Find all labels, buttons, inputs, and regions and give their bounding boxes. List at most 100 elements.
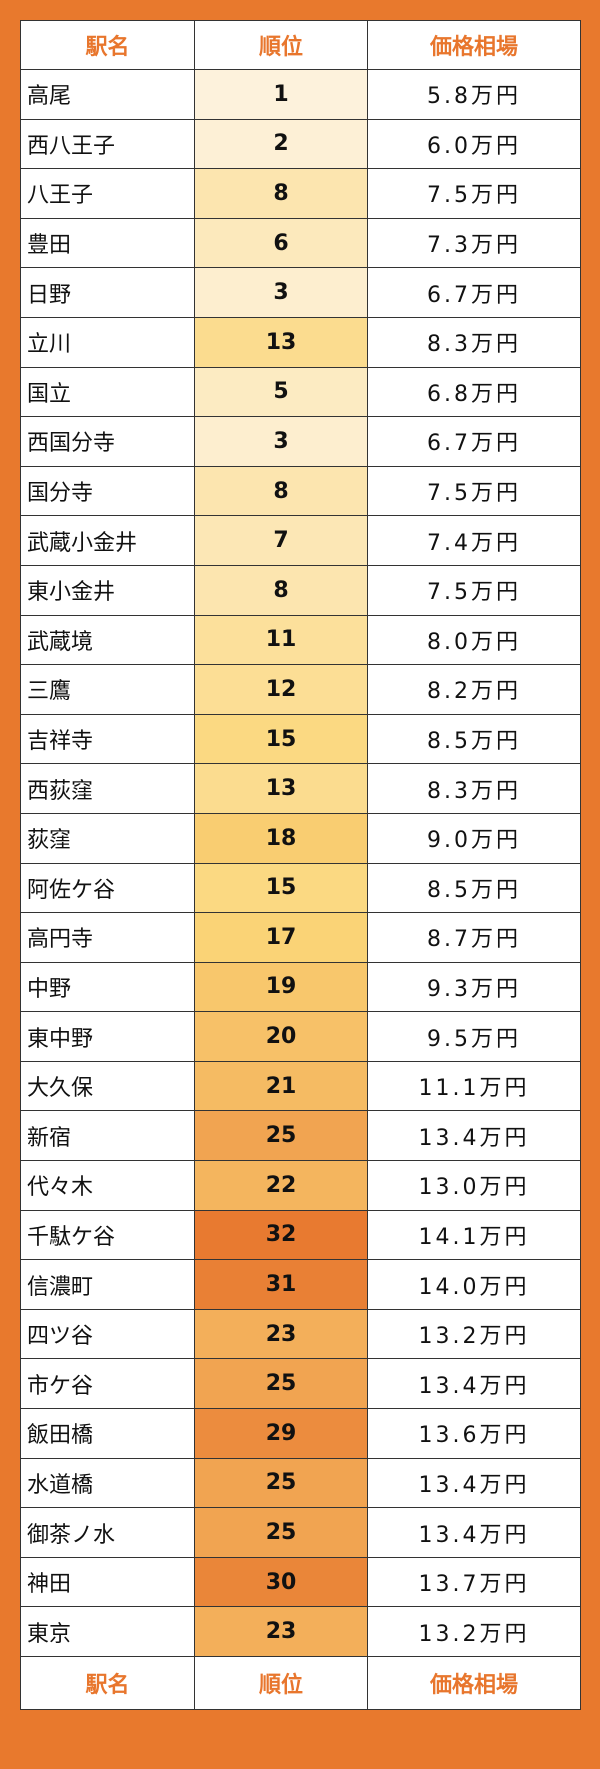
rank: 12 [194, 664, 368, 715]
rank: 31 [194, 1259, 368, 1310]
table-row: 四ツ谷 23 13.2万円 [20, 1308, 581, 1360]
foot-cell: 価格相場 [367, 1656, 581, 1710]
station-name: 高尾 [20, 69, 195, 120]
table-row: 豊田 6 7.3万円 [20, 217, 581, 269]
table-row: 御茶ノ水 25 13.4万円 [20, 1507, 581, 1558]
price: 6.0万円 [367, 118, 581, 170]
rank: 17 [194, 912, 368, 963]
rank: 11 [194, 614, 368, 666]
price: 8.2万円 [367, 664, 581, 715]
station-name: 高円寺 [20, 912, 195, 963]
station-name: 西国分寺 [20, 416, 195, 467]
table-row: 高尾 1 5.8万円 [20, 69, 581, 120]
table-container: 駅名 順位 価格相場 高尾 1 5.8万円 西八王子 2 6.0万円 八王子 8 7.5万円 豊田 6 7.… [20, 20, 581, 1710]
station-name: 豊田 [20, 217, 195, 269]
table-row: 国分寺 8 7.5万円 [20, 465, 581, 517]
rank: 3 [194, 267, 368, 318]
station-name: 日野 [20, 267, 195, 318]
table-row: 東京 23 13.2万円 [20, 1606, 581, 1657]
station-name: 神田 [20, 1556, 195, 1608]
table-row: 大久保 21 11.1万円 [20, 1060, 581, 1112]
table-row: 新宿 25 13.4万円 [20, 1110, 581, 1162]
table-row: 高円寺 17 8.7万円 [20, 912, 581, 963]
foot-row: 駅名 順位 価格相場 [20, 1656, 581, 1710]
price: 13.2万円 [367, 1606, 581, 1657]
rank: 25 [194, 1358, 368, 1410]
table-row: 西国分寺 3 6.7万円 [20, 416, 581, 467]
price-table: 駅名 順位 価格相場 高尾 1 5.8万円 西八王子 2 6.0万円 八王子 8 7.5万円 豊田 6 7.… [20, 20, 581, 1710]
price: 7.5万円 [367, 564, 581, 616]
rank: 20 [194, 1011, 368, 1062]
station-name: 中野 [20, 961, 195, 1013]
price: 8.5万円 [367, 862, 581, 914]
price: 7.3万円 [367, 217, 581, 269]
price: 6.7万円 [367, 267, 581, 318]
price: 13.4万円 [367, 1358, 581, 1410]
price: 13.7万円 [367, 1556, 581, 1608]
station-name: 四ツ谷 [20, 1308, 195, 1360]
price: 9.3万円 [367, 961, 581, 1013]
table-row: 市ケ谷 25 13.4万円 [20, 1358, 581, 1410]
price: 13.4万円 [367, 1457, 581, 1509]
head-cell: 駅名 [20, 20, 195, 70]
rank: 25 [194, 1507, 368, 1558]
table-row: 水道橋 25 13.4万円 [20, 1457, 581, 1509]
rank: 2 [194, 118, 368, 170]
price: 5.8万円 [367, 69, 581, 120]
price: 11.1万円 [367, 1060, 581, 1112]
foot-cell: 順位 [194, 1656, 368, 1710]
table-row: 西八王子 2 6.0万円 [20, 118, 581, 170]
station-name: 代々木 [20, 1160, 195, 1211]
table-row: 荻窪 18 9.0万円 [20, 812, 581, 864]
price: 6.7万円 [367, 416, 581, 467]
rank: 23 [194, 1606, 368, 1657]
station-name: 大久保 [20, 1060, 195, 1112]
rank: 13 [194, 316, 368, 368]
table-row: 東小金井 8 7.5万円 [20, 564, 581, 616]
rank: 25 [194, 1110, 368, 1162]
head-cell: 順位 [194, 20, 368, 70]
rank: 8 [194, 168, 368, 219]
table-row: 吉祥寺 15 8.5万円 [20, 713, 581, 765]
price: 8.5万円 [367, 713, 581, 765]
station-name: 西八王子 [20, 118, 195, 170]
station-name: 吉祥寺 [20, 713, 195, 765]
table-row: 武蔵境 11 8.0万円 [20, 614, 581, 666]
price: 7.4万円 [367, 515, 581, 566]
station-name: 水道橋 [20, 1457, 195, 1509]
rank: 18 [194, 812, 368, 864]
head-row: 駅名 順位 価格相場 [20, 20, 581, 70]
table-row: 三鷹 12 8.2万円 [20, 664, 581, 715]
head-cell: 価格相場 [367, 20, 581, 70]
station-name: 国立 [20, 366, 195, 418]
rank: 6 [194, 217, 368, 269]
foot-cell: 駅名 [20, 1656, 195, 1710]
table-row: 八王子 8 7.5万円 [20, 168, 581, 219]
price: 8.0万円 [367, 614, 581, 666]
table-row: 代々木 22 13.0万円 [20, 1160, 581, 1211]
rank: 7 [194, 515, 368, 566]
price: 6.8万円 [367, 366, 581, 418]
table-row: 武蔵小金井 7 7.4万円 [20, 515, 581, 566]
rank: 25 [194, 1457, 368, 1509]
station-name: 立川 [20, 316, 195, 368]
rank: 22 [194, 1160, 368, 1211]
station-name: 国分寺 [20, 465, 195, 517]
rank: 8 [194, 564, 368, 616]
price: 9.5万円 [367, 1011, 581, 1062]
station-name: 荻窪 [20, 812, 195, 864]
table-row: 日野 3 6.7万円 [20, 267, 581, 318]
price: 13.4万円 [367, 1507, 581, 1558]
rank: 15 [194, 713, 368, 765]
price: 8.3万円 [367, 316, 581, 368]
station-name: 西荻窪 [20, 763, 195, 814]
price: 7.5万円 [367, 465, 581, 517]
rank: 23 [194, 1308, 368, 1360]
table-row: 飯田橋 29 13.6万円 [20, 1408, 581, 1459]
rank: 1 [194, 69, 368, 120]
rank: 8 [194, 465, 368, 517]
station-name: 飯田橋 [20, 1408, 195, 1459]
table-row: 東中野 20 9.5万円 [20, 1011, 581, 1062]
price: 13.4万円 [367, 1110, 581, 1162]
